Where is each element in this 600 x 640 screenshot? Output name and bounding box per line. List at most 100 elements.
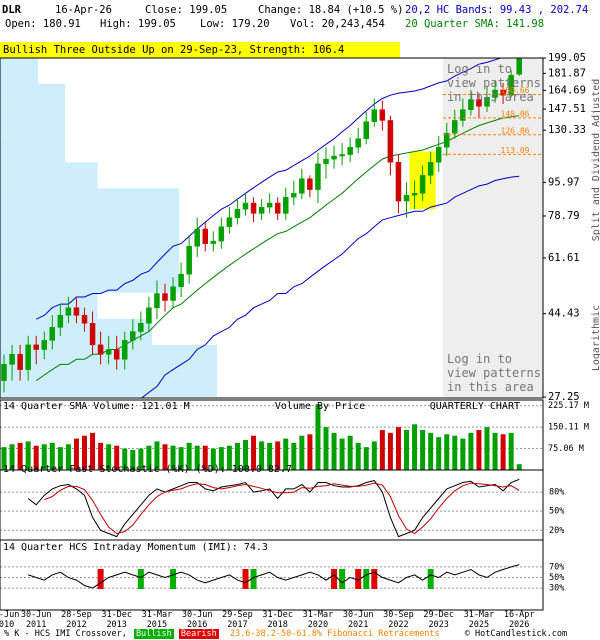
indicator-line (35, 58, 503, 320)
volume-bar (275, 441, 281, 470)
candle-body (41, 340, 47, 350)
volume-bar (138, 448, 144, 470)
y-tick-label: 80% (549, 488, 564, 498)
bearish-crossover (355, 569, 362, 589)
candle-body (81, 315, 88, 324)
volume-bar (41, 444, 47, 470)
candle-body (427, 161, 434, 176)
pattern-banner-bg (0, 42, 400, 58)
candle-body (65, 307, 72, 316)
volume-bar (299, 435, 305, 470)
candle-body (186, 245, 192, 275)
axis-label: Logarithmic (591, 305, 600, 371)
volume-bar (114, 445, 120, 470)
bullish-crossover (250, 569, 257, 589)
candle-body (170, 286, 176, 301)
bullish-crossover (363, 569, 370, 589)
volume-bar (210, 448, 216, 470)
volume-bar (428, 432, 434, 470)
indicator-line (27, 478, 520, 538)
y-tick-label: 20% (549, 526, 564, 536)
volume-bar (154, 441, 160, 470)
change: Change: 18.84 (+10.5 %) (258, 4, 404, 16)
close: Close: 199.05 (145, 4, 228, 16)
volume-bar (307, 434, 313, 470)
candle-body (226, 217, 233, 227)
volume-by-price-bar (0, 84, 66, 111)
volume-bar (387, 432, 393, 470)
high: High: 199.05 (100, 18, 176, 30)
y-tick-label: 50% (549, 573, 564, 583)
fib-label: 140.06 (501, 109, 530, 118)
y-tick-label: 75.06 M (548, 444, 584, 454)
bearish-crossover (371, 569, 378, 589)
footer-fib: 23.6-38.2-50-61.8% Fibonacci Retracement… (229, 629, 440, 639)
volume-bar (98, 442, 104, 470)
candle-body (419, 175, 426, 194)
candle-body (33, 344, 39, 350)
stochastic-frame (0, 469, 544, 541)
candle-body (266, 202, 273, 208)
volume-bar (49, 442, 55, 470)
date: 16-Apr-26 (55, 4, 112, 16)
candle-body (138, 322, 144, 332)
volume-bar (404, 430, 409, 470)
sma-readout: 20 Quarter SMA: 141.98 (405, 18, 545, 30)
volume-bar (226, 445, 232, 470)
volume-by-price-bar (0, 162, 98, 189)
imi-frame (0, 539, 544, 611)
volume-bar (122, 448, 128, 470)
volume-bar (33, 445, 39, 470)
volume-bar (243, 440, 248, 470)
candle-body (17, 354, 23, 370)
candle-body (178, 273, 184, 288)
candle-body (258, 206, 265, 214)
indicator-line (140, 175, 520, 398)
candle-body (484, 97, 490, 107)
candle-body (516, 58, 522, 75)
candle-body (202, 228, 208, 244)
volume-bar (452, 435, 458, 470)
candle-body (403, 194, 410, 202)
volume-bar (363, 447, 369, 470)
x-tick-label: 29-Dec 2023 (423, 610, 455, 630)
candle-body (105, 349, 112, 355)
x-tick-label: 29-Sep 2017 (222, 610, 253, 630)
candle-body (210, 240, 217, 244)
main-frame (0, 57, 544, 399)
panel-title: 14 Quarter HCS Intraday Momentum (IMI): … (3, 542, 268, 553)
candle-body (299, 178, 305, 194)
candle-body (452, 120, 458, 134)
x-tick-label: 16-Apr 2026 (503, 610, 535, 630)
volume-bar (130, 450, 136, 470)
volume-bar (65, 444, 71, 470)
bullish-crossover (339, 569, 346, 589)
x-tick-label: 30-Jun 2021 (342, 610, 374, 630)
volume: Vol: 20,243,454 (290, 18, 385, 30)
candle-body (146, 307, 152, 324)
locked-note: Log in to view patterns in this area (447, 62, 541, 104)
x-tick-label: 30-Jun 2016 (181, 610, 213, 630)
candle-body (9, 354, 15, 365)
y-tick-label: 78.79 (548, 210, 580, 222)
candle-body (387, 120, 394, 163)
candle-body (1, 364, 7, 381)
volume-bar (468, 432, 474, 470)
bullish-crossover (170, 569, 177, 589)
candle-body (307, 178, 313, 190)
candle-body (363, 121, 369, 139)
candle-body (500, 89, 506, 96)
candle-body (339, 154, 345, 157)
candle-body (355, 138, 361, 148)
x-tick-label: 30-Jun 2011 (20, 610, 52, 630)
y-tick-label: 181.87 (548, 67, 586, 79)
low: Low: 179.20 (200, 18, 270, 30)
panel-note: QUARTERLY CHART (430, 401, 520, 412)
candle-body (234, 208, 241, 218)
indicator-line (44, 482, 520, 535)
bullish-crossover (427, 569, 434, 589)
volume-by-price-bar (0, 214, 180, 241)
footer: % K - HCS IMI Crossover, Bullish Bearish… (2, 629, 569, 639)
